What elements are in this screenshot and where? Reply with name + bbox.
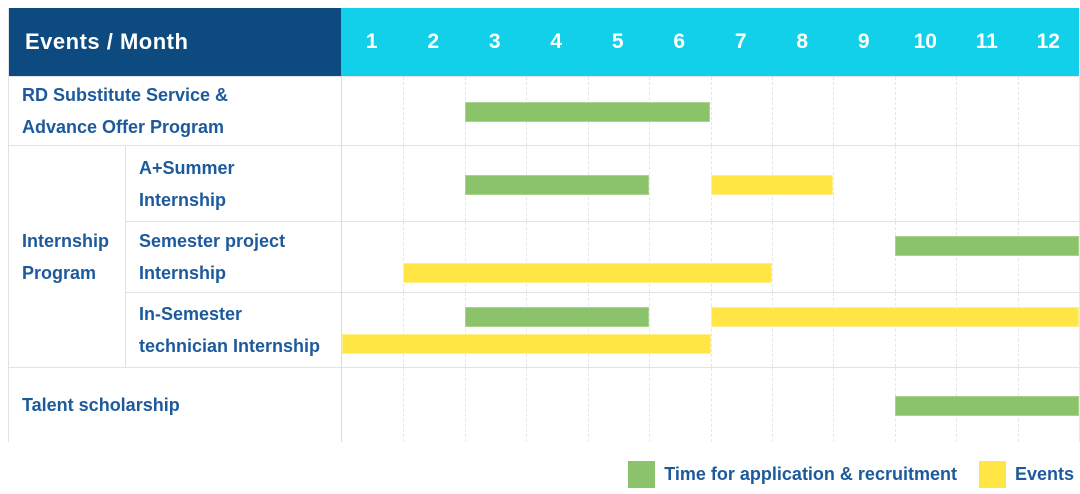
table-corner-header: Events / Month xyxy=(9,8,341,76)
month-gridline xyxy=(649,293,651,367)
month-gridline xyxy=(526,368,528,442)
row-label-in-semester-technician-internship: In-Semester technician Internship xyxy=(125,292,341,367)
month-header-row: 1 2 3 4 5 6 7 8 9 10 11 12 xyxy=(341,8,1079,76)
month-gridline xyxy=(894,293,896,367)
month-gridline xyxy=(894,146,896,221)
month-label: 4 xyxy=(550,30,563,53)
month-gridline xyxy=(710,368,712,442)
month-gridline xyxy=(464,293,466,367)
month-label: 7 xyxy=(734,30,747,53)
month-gridline xyxy=(403,368,405,442)
month-gridline xyxy=(403,146,405,221)
month-gridline xyxy=(833,77,835,145)
timeline-row-in-semester-technician-internship xyxy=(341,292,1079,367)
month-gridline xyxy=(1017,293,1019,367)
gantt-bar-events xyxy=(710,307,1079,327)
gantt-bar-application xyxy=(894,236,1079,256)
month-gridline xyxy=(956,222,958,292)
month-gridline xyxy=(833,293,835,367)
month-gridline xyxy=(771,222,773,292)
gantt-table: Events / Month 1 2 3 4 5 6 7 8 9 10 11 12 RD Substi… xyxy=(8,8,1080,442)
group-label-internship-program: Internship Program xyxy=(9,145,125,367)
month-gridline xyxy=(956,77,958,145)
month-gridline xyxy=(771,77,773,145)
month-gridline xyxy=(894,77,896,145)
legend: Time for application & recruitment Event… xyxy=(628,461,1074,488)
month-label: 3 xyxy=(488,30,501,53)
timeline-row-talent-scholarship xyxy=(341,367,1079,442)
gantt-bar-events xyxy=(710,174,834,195)
month-gridline xyxy=(526,222,528,292)
month-gridline xyxy=(403,77,405,145)
month-gridline xyxy=(710,222,712,292)
month-label: 9 xyxy=(857,30,870,53)
month-label: 12 xyxy=(1036,30,1060,53)
month-label: 10 xyxy=(913,30,937,53)
legend-label-application: Time for application & recruitment xyxy=(664,464,957,484)
row-label-a-plus-summer-internship: A+Summer Internship xyxy=(125,145,341,221)
month-gridline xyxy=(403,222,405,292)
month-gridline xyxy=(464,368,466,442)
month-gridline xyxy=(771,293,773,367)
month-gridline xyxy=(464,222,466,292)
gantt-bar-application xyxy=(464,174,650,195)
month-gridline xyxy=(1017,77,1019,145)
month-label: 6 xyxy=(673,30,686,53)
gantt-bar-events xyxy=(403,263,772,283)
month-gridline xyxy=(1017,146,1019,221)
month-gridline xyxy=(710,77,712,145)
application-color-swatch xyxy=(628,461,656,488)
gantt-bar-application xyxy=(464,102,711,122)
month-gridline xyxy=(1017,222,1019,292)
month-gridline xyxy=(956,293,958,367)
month-gridline xyxy=(587,222,589,292)
month-gridline xyxy=(649,146,651,221)
gantt-bar-application xyxy=(894,396,1079,416)
month-gridline xyxy=(833,222,835,292)
row-label-rd-substitute: RD Substitute Service & Advance Offer Pr… xyxy=(9,76,341,145)
month-gridline xyxy=(649,222,651,292)
timeline-row-semester-project-internship xyxy=(341,221,1079,292)
events-color-swatch xyxy=(978,461,1006,488)
month-gridline xyxy=(833,146,835,221)
month-label: 8 xyxy=(796,30,809,53)
month-gridline xyxy=(587,293,589,367)
month-label: 11 xyxy=(975,30,998,53)
month-gridline xyxy=(403,293,405,367)
legend-label-events: Events xyxy=(1014,464,1074,484)
month-gridline xyxy=(894,222,896,292)
gantt-bar-application xyxy=(464,307,650,327)
month-gridline xyxy=(587,368,589,442)
timeline-row-rd-substitute xyxy=(341,76,1079,145)
month-gridline xyxy=(526,293,528,367)
month-gridline xyxy=(956,146,958,221)
month-gridline xyxy=(649,368,651,442)
month-label: 2 xyxy=(427,30,440,53)
month-gridline xyxy=(710,293,712,367)
month-label: 1 xyxy=(365,30,378,53)
legend-item-events: Events xyxy=(978,461,1074,488)
month-gridline xyxy=(833,368,835,442)
legend-item-application: Time for application & recruitment xyxy=(628,461,957,488)
timeline-row-a-plus-summer-internship xyxy=(341,145,1079,221)
month-label: 5 xyxy=(611,30,624,53)
month-gridline xyxy=(771,368,773,442)
row-label-semester-project-internship: Semester project Internship xyxy=(125,221,341,292)
gantt-bar-events xyxy=(342,334,711,354)
row-label-talent-scholarship: Talent scholarship xyxy=(9,367,341,442)
